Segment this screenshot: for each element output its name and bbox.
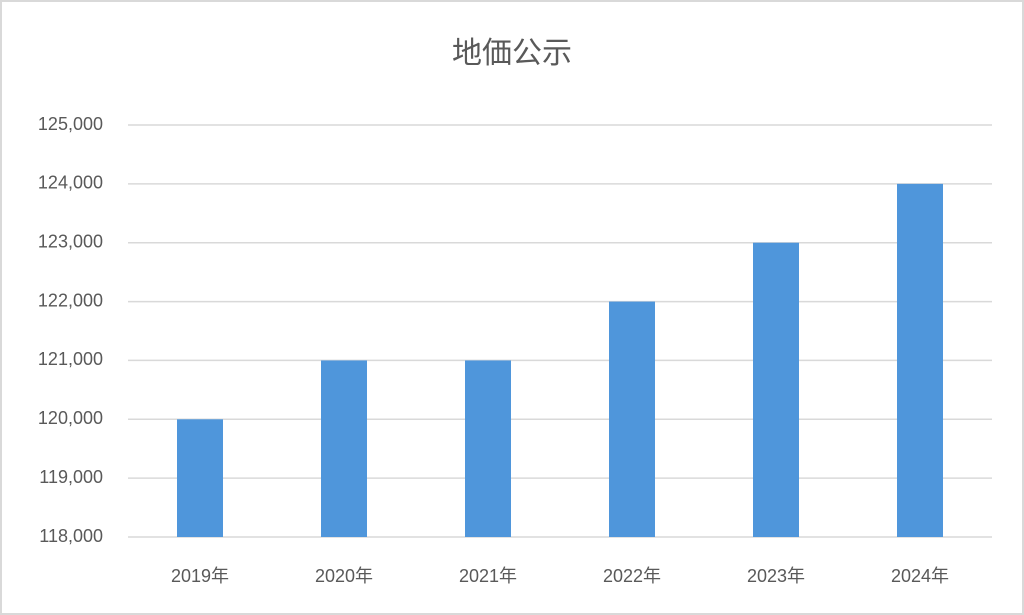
y-tick-label: 123,000 [38, 231, 103, 251]
x-tick-label: 2023年 [747, 566, 805, 586]
x-tick-label: 2022年 [603, 566, 661, 586]
x-tick-label: 2021年 [459, 566, 517, 586]
x-tick-label: 2020年 [315, 566, 373, 586]
y-tick-label: 118,000 [39, 526, 103, 546]
y-tick-label: 121,000 [38, 349, 103, 369]
y-tick-label: 122,000 [38, 290, 103, 310]
y-tick-label: 119,000 [39, 467, 103, 487]
bar [753, 242, 799, 537]
y-tick-label: 125,000 [38, 114, 103, 134]
bar [465, 360, 511, 537]
x-tick-label: 2019年 [171, 566, 229, 586]
bar [609, 301, 655, 537]
bar [897, 183, 943, 537]
y-tick-label: 120,000 [38, 408, 103, 428]
bar [321, 360, 367, 537]
chart-title: 地価公示 [452, 37, 572, 70]
bar [177, 419, 223, 537]
y-tick-label: 124,000 [38, 173, 103, 193]
x-tick-label: 2024年 [891, 566, 949, 586]
